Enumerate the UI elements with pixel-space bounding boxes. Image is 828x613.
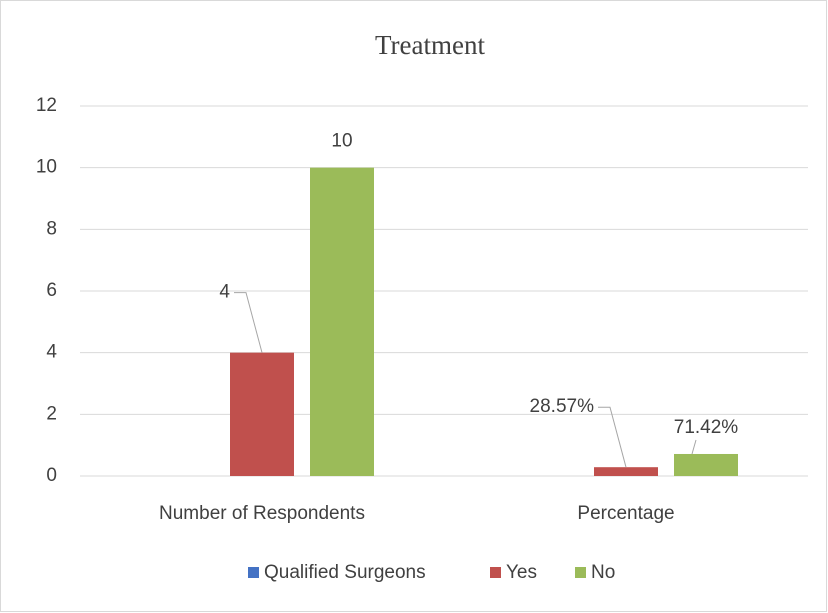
y-tick-label: 2 xyxy=(46,403,57,424)
legend-swatch xyxy=(248,567,259,578)
y-tick-label: 12 xyxy=(36,95,57,116)
y-tick-label: 0 xyxy=(46,465,57,486)
leader-line xyxy=(598,406,627,468)
x-tick-label: Percentage xyxy=(577,503,674,524)
chart-title: Treatment xyxy=(375,30,485,60)
legend-label: No xyxy=(591,562,615,583)
y-tick-label: 10 xyxy=(36,157,57,178)
data-label: 28.57% xyxy=(530,396,595,417)
y-tick-label: 6 xyxy=(46,280,57,301)
data-label: 4 xyxy=(219,282,230,303)
data-label: 71.42% xyxy=(674,417,739,438)
leader-line xyxy=(234,292,263,353)
data-label: 10 xyxy=(331,131,352,152)
bar xyxy=(594,467,658,476)
bar xyxy=(230,352,294,476)
legend-label: Qualified Surgeons xyxy=(264,562,426,583)
legend-label: Yes xyxy=(506,562,537,583)
legend-swatch xyxy=(575,567,586,578)
legend-swatch xyxy=(490,567,501,578)
bar xyxy=(310,167,374,476)
y-tick-label: 8 xyxy=(46,218,57,239)
y-tick-label: 4 xyxy=(46,342,57,363)
leader-line xyxy=(691,439,697,455)
x-tick-label: Number of Respondents xyxy=(159,503,365,524)
bar xyxy=(674,453,738,476)
